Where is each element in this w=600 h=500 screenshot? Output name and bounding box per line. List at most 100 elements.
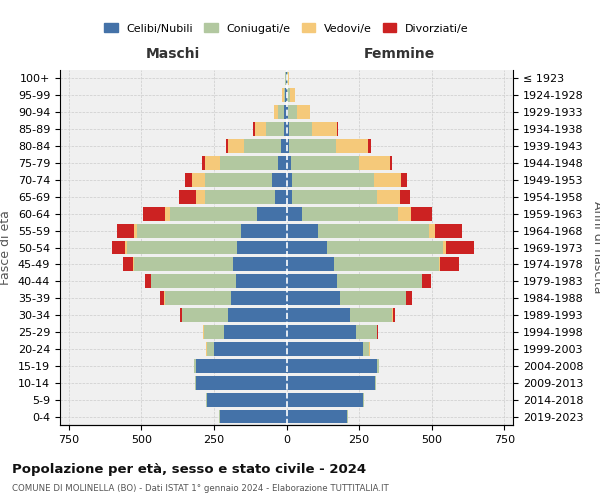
Bar bbox=[227, 139, 244, 153]
Text: COMUNE DI MOLINELLA (BO) - Dati ISTAT 1° gennaio 2024 - Elaborazione TUTTITALIA.: COMUNE DI MOLINELLA (BO) - Dati ISTAT 1°… bbox=[12, 484, 389, 493]
Bar bbox=[288, 106, 296, 119]
Bar bbox=[292, 173, 374, 187]
Bar bbox=[229, 308, 287, 322]
Bar bbox=[143, 207, 164, 220]
Bar bbox=[220, 410, 287, 424]
Bar bbox=[434, 224, 462, 237]
Bar bbox=[287, 308, 350, 322]
Bar bbox=[287, 292, 340, 305]
Bar bbox=[125, 240, 127, 254]
Bar bbox=[272, 173, 287, 187]
Bar bbox=[287, 190, 292, 203]
Bar bbox=[196, 190, 205, 203]
Bar bbox=[374, 173, 401, 187]
Bar bbox=[302, 207, 398, 220]
Bar bbox=[289, 139, 336, 153]
Bar bbox=[281, 139, 287, 153]
Bar bbox=[377, 190, 400, 203]
Bar bbox=[206, 342, 214, 356]
Bar bbox=[274, 106, 278, 119]
Bar bbox=[236, 274, 287, 288]
Bar bbox=[406, 292, 412, 305]
Bar bbox=[375, 376, 376, 390]
Bar bbox=[196, 376, 287, 390]
Bar bbox=[319, 224, 429, 237]
Bar bbox=[195, 376, 196, 390]
Bar bbox=[412, 207, 431, 220]
Bar bbox=[241, 224, 287, 237]
Bar bbox=[287, 139, 289, 153]
Bar bbox=[287, 122, 289, 136]
Bar bbox=[291, 156, 359, 170]
Text: Femmine: Femmine bbox=[364, 46, 436, 60]
Bar bbox=[287, 156, 291, 170]
Text: Maschi: Maschi bbox=[146, 46, 200, 60]
Bar bbox=[237, 240, 287, 254]
Bar bbox=[446, 240, 474, 254]
Bar bbox=[292, 190, 377, 203]
Bar bbox=[278, 106, 284, 119]
Bar bbox=[393, 308, 395, 322]
Bar bbox=[275, 190, 287, 203]
Bar bbox=[196, 359, 287, 373]
Bar bbox=[112, 240, 125, 254]
Legend: Celibi/Nubili, Coniugati/e, Vedovi/e, Divorziati/e: Celibi/Nubili, Coniugati/e, Vedovi/e, Di… bbox=[100, 19, 473, 38]
Bar bbox=[284, 88, 286, 102]
Bar bbox=[233, 258, 287, 272]
Bar bbox=[192, 173, 205, 187]
Bar bbox=[145, 274, 151, 288]
Bar bbox=[356, 325, 377, 339]
Bar bbox=[232, 292, 287, 305]
Bar bbox=[253, 122, 254, 136]
Bar bbox=[287, 106, 288, 119]
Bar bbox=[287, 88, 290, 102]
Bar bbox=[286, 88, 287, 102]
Bar bbox=[287, 258, 334, 272]
Bar bbox=[134, 224, 137, 237]
Bar bbox=[364, 342, 369, 356]
Bar bbox=[137, 224, 241, 237]
Bar bbox=[287, 72, 289, 86]
Bar bbox=[194, 359, 196, 373]
Bar bbox=[334, 258, 439, 272]
Bar bbox=[287, 410, 347, 424]
Bar bbox=[283, 88, 284, 102]
Bar bbox=[266, 122, 284, 136]
Bar bbox=[340, 292, 406, 305]
Bar bbox=[182, 308, 229, 322]
Bar bbox=[337, 274, 422, 288]
Bar bbox=[151, 274, 236, 288]
Bar bbox=[204, 325, 224, 339]
Bar bbox=[164, 292, 232, 305]
Bar bbox=[205, 173, 272, 187]
Bar bbox=[287, 274, 337, 288]
Bar bbox=[368, 139, 371, 153]
Bar bbox=[287, 325, 356, 339]
Bar bbox=[350, 308, 392, 322]
Bar bbox=[440, 258, 459, 272]
Bar bbox=[254, 122, 266, 136]
Bar bbox=[287, 342, 364, 356]
Bar bbox=[284, 122, 287, 136]
Bar bbox=[164, 207, 170, 220]
Bar bbox=[179, 190, 196, 203]
Bar bbox=[400, 190, 410, 203]
Bar bbox=[287, 240, 327, 254]
Bar bbox=[134, 258, 233, 272]
Bar bbox=[257, 207, 287, 220]
Bar bbox=[287, 224, 319, 237]
Bar bbox=[214, 342, 287, 356]
Text: Popolazione per età, sesso e stato civile - 2024: Popolazione per età, sesso e stato civil… bbox=[12, 462, 366, 475]
Y-axis label: Fasce di età: Fasce di età bbox=[0, 210, 13, 285]
Bar bbox=[429, 224, 434, 237]
Bar bbox=[205, 156, 220, 170]
Bar bbox=[336, 139, 368, 153]
Bar bbox=[124, 258, 133, 272]
Bar bbox=[170, 207, 257, 220]
Bar bbox=[377, 359, 379, 373]
Bar bbox=[244, 139, 281, 153]
Bar bbox=[220, 156, 278, 170]
Bar bbox=[327, 240, 443, 254]
Bar bbox=[116, 224, 134, 237]
Bar bbox=[287, 207, 302, 220]
